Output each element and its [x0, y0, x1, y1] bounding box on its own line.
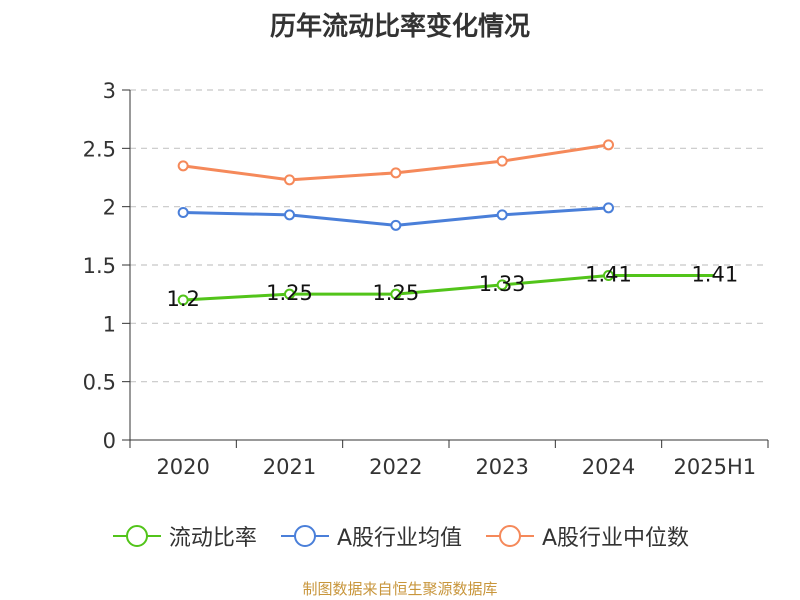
y-tick-label: 1.5	[83, 254, 116, 278]
data-label: 1.25	[372, 281, 419, 305]
data-point[interactable]	[603, 139, 614, 151]
data-point[interactable]	[390, 167, 402, 179]
data-label: 1.41	[585, 263, 632, 287]
data-point[interactable]	[284, 288, 295, 300]
y-tick-label: 2	[103, 196, 116, 220]
legend-marker-orange-icon	[486, 525, 534, 547]
legend-item-industry-mean[interactable]: A股行业均值	[279, 520, 462, 552]
data-point[interactable]	[177, 207, 189, 218]
data-label: 1.2	[166, 287, 199, 311]
data-point[interactable]	[177, 160, 189, 172]
legend-item-industry-median[interactable]: A股行业中位数	[484, 520, 689, 552]
data-point[interactable]	[390, 219, 402, 231]
data-point[interactable]	[390, 288, 402, 300]
chart-legend: 流动比率 A股行业均值 A股行业中位数	[0, 520, 800, 552]
x-tick-label: 2025H1	[674, 455, 757, 479]
data-source-note: 制图数据来自恒生聚源数据库	[302, 580, 498, 598]
x-tick-label: 2021	[263, 455, 316, 479]
legend-label: A股行业均值	[336, 526, 462, 551]
y-tick-label: 0.5	[83, 371, 116, 395]
data-point[interactable]	[496, 279, 508, 291]
data-point[interactable]	[603, 202, 614, 214]
y-tick-label: 0	[103, 429, 116, 453]
data-label: 1.33	[479, 272, 526, 296]
data-label: 1.25	[266, 281, 313, 305]
data-point[interactable]	[603, 270, 614, 281]
chart-title: 历年流动比率变化情况	[269, 12, 530, 42]
series-line-0	[183, 274, 715, 302]
data-point[interactable]	[284, 174, 295, 186]
x-tick-label: 2024	[582, 455, 635, 479]
x-tick-label: 2023	[475, 455, 528, 479]
y-tick-label: 3	[103, 79, 116, 103]
data-point[interactable]	[496, 155, 508, 167]
legend-label: A股行业中位数	[542, 526, 690, 551]
legend-label: 流动比率	[168, 526, 257, 551]
x-tick-label: 2022	[369, 455, 422, 479]
y-tick-label: 2.5	[83, 137, 116, 161]
data-point[interactable]	[496, 209, 508, 221]
data-label: 1.41	[691, 263, 738, 287]
data-point[interactable]	[177, 294, 189, 306]
y-tick-label: 1	[103, 312, 116, 336]
data-point[interactable]	[284, 209, 295, 221]
x-tick-label: 2020	[156, 455, 209, 479]
legend-marker-green-icon	[112, 525, 161, 547]
legend-item-current-ratio[interactable]: 流动比率	[111, 520, 257, 552]
legend-marker-blue-icon	[280, 525, 329, 547]
